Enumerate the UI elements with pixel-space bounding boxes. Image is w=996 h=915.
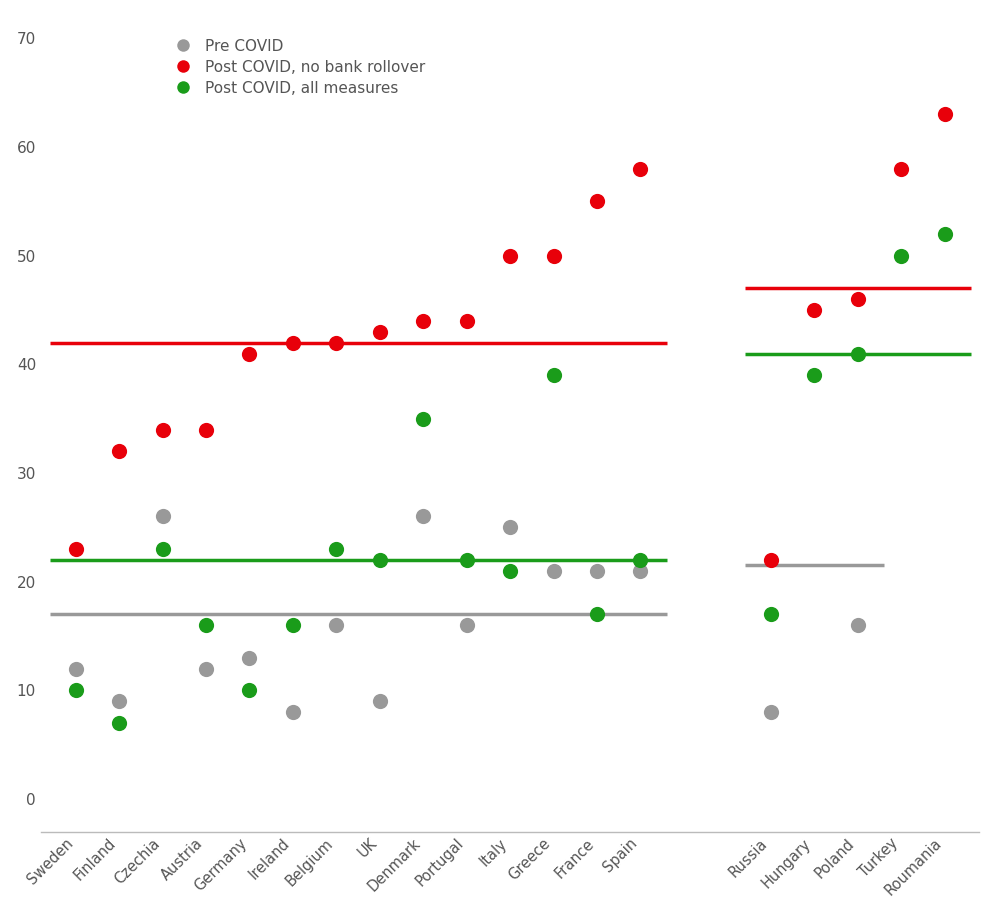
Point xyxy=(329,542,345,556)
Point xyxy=(807,368,823,382)
Point xyxy=(546,368,562,382)
Point xyxy=(632,553,648,567)
Point xyxy=(372,553,387,567)
Point xyxy=(198,422,214,436)
Point xyxy=(459,553,475,567)
Point xyxy=(459,618,475,632)
Point xyxy=(285,705,301,719)
Point xyxy=(763,553,779,567)
Point xyxy=(936,107,952,122)
Point xyxy=(241,683,257,697)
Point xyxy=(112,694,127,708)
Point xyxy=(632,161,648,176)
Point xyxy=(632,564,648,578)
Point xyxy=(763,705,779,719)
Legend: Pre COVID, Post COVID, no bank rollover, Post COVID, all measures: Pre COVID, Post COVID, no bank rollover,… xyxy=(161,32,432,102)
Point xyxy=(415,314,431,328)
Point xyxy=(198,618,214,632)
Point xyxy=(154,422,170,436)
Point xyxy=(198,662,214,676)
Point xyxy=(154,542,170,556)
Point xyxy=(112,716,127,730)
Point xyxy=(285,618,301,632)
Point xyxy=(546,564,562,578)
Point xyxy=(807,303,823,318)
Point xyxy=(329,618,345,632)
Point xyxy=(850,292,866,307)
Point xyxy=(154,509,170,523)
Point xyxy=(241,346,257,361)
Point xyxy=(850,618,866,632)
Point xyxy=(459,314,475,328)
Point xyxy=(546,248,562,263)
Point xyxy=(68,683,84,697)
Point xyxy=(241,651,257,665)
Point xyxy=(502,564,518,578)
Point xyxy=(415,509,431,523)
Point xyxy=(112,444,127,458)
Point xyxy=(850,346,866,361)
Point xyxy=(68,542,84,556)
Point xyxy=(415,412,431,426)
Point xyxy=(329,335,345,350)
Point xyxy=(372,694,387,708)
Point xyxy=(589,564,605,578)
Point xyxy=(589,607,605,621)
Point xyxy=(502,248,518,263)
Point xyxy=(285,335,301,350)
Point xyxy=(893,161,909,176)
Point xyxy=(502,520,518,534)
Point xyxy=(893,248,909,263)
Point xyxy=(936,227,952,242)
Point xyxy=(589,194,605,209)
Point xyxy=(763,607,779,621)
Point xyxy=(372,325,387,339)
Point xyxy=(68,662,84,676)
